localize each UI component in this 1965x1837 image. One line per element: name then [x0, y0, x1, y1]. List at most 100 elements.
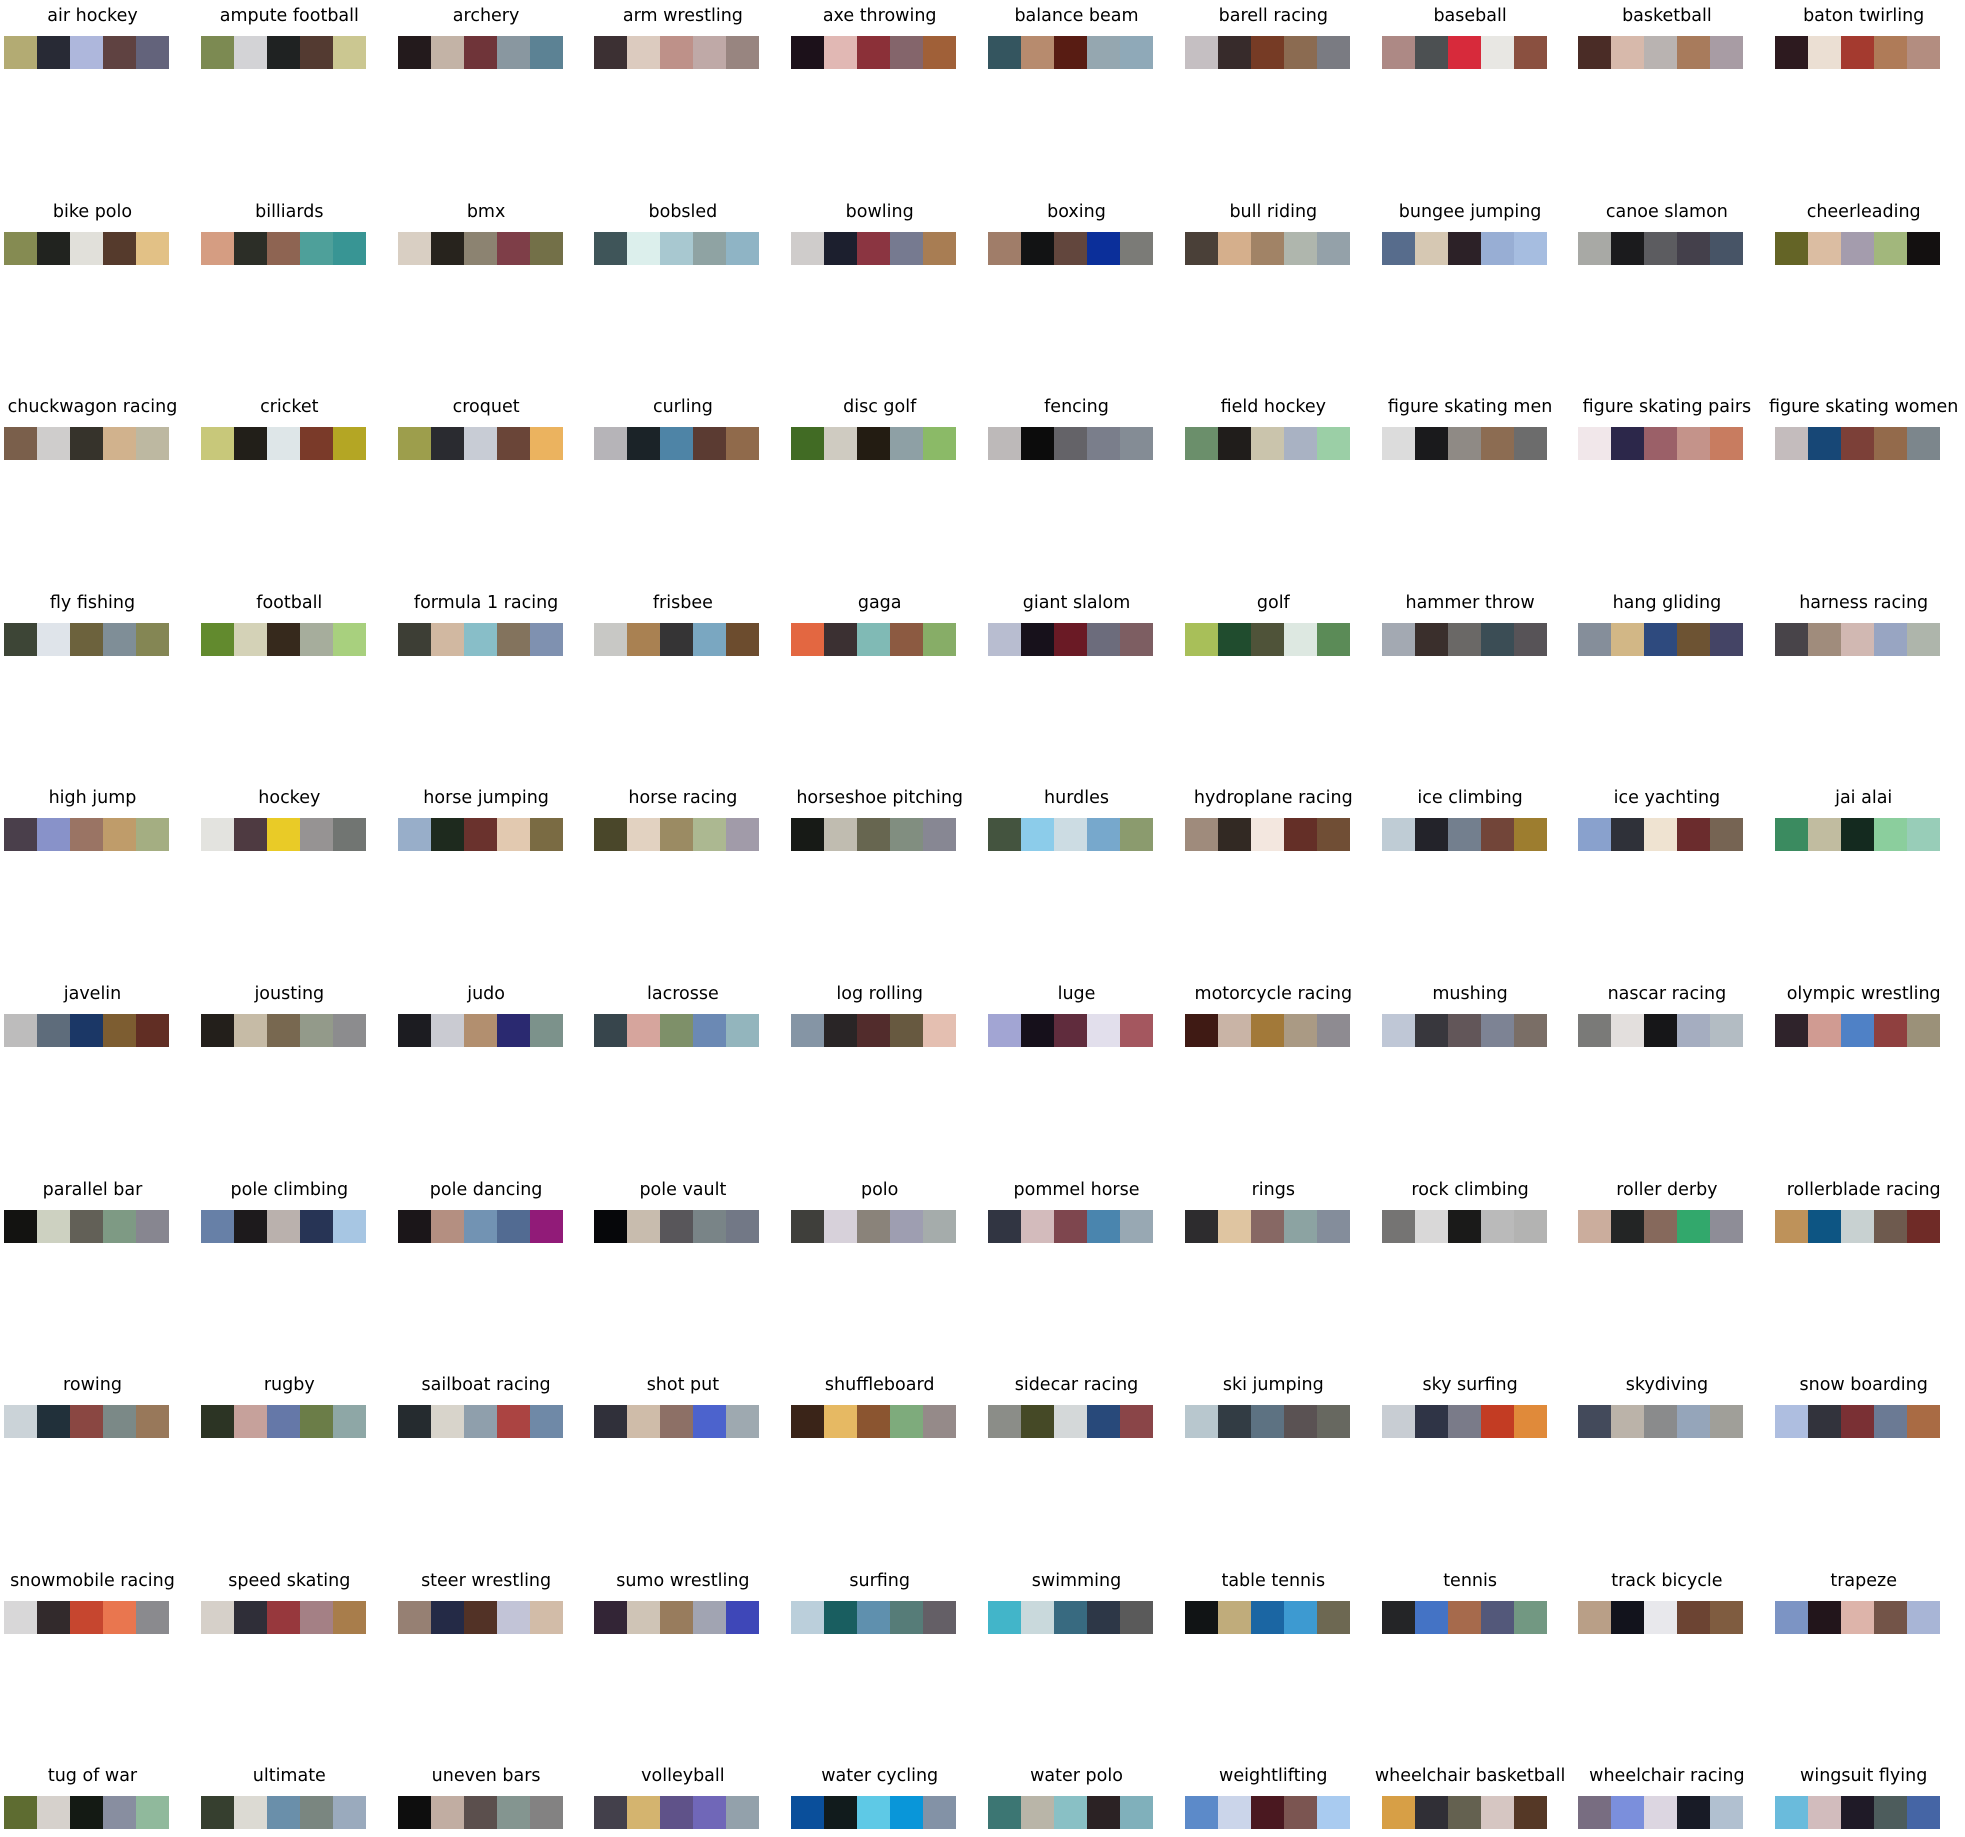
- palette-title: track bicycle: [1611, 1570, 1723, 1591]
- palette-title: hurdles: [1044, 788, 1109, 809]
- color-swatch: [136, 622, 169, 656]
- color-swatch: [1120, 1796, 1153, 1830]
- palette-title: log rolling: [836, 984, 923, 1004]
- color-swatch: [397, 1796, 431, 1830]
- color-swatch: [529, 1405, 563, 1439]
- color-swatch: [726, 818, 760, 852]
- color-swatch: [496, 1600, 530, 1634]
- color-swatch: [693, 1796, 727, 1830]
- palette-title: nascar racing: [1607, 984, 1727, 1004]
- color-swatch: [397, 427, 431, 461]
- palette-swatches: [4, 1600, 169, 1634]
- color-swatch: [1054, 1405, 1087, 1439]
- palette-title: baseball: [1433, 6, 1507, 26]
- color-swatch: [1841, 231, 1875, 265]
- color-swatch: [1578, 1405, 1612, 1439]
- color-swatch: [430, 1209, 464, 1243]
- color-swatch: [200, 36, 234, 69]
- color-swatch: [103, 622, 136, 656]
- color-swatch: [1578, 818, 1612, 852]
- color-swatch: [1414, 231, 1448, 265]
- color-swatch: [266, 1405, 300, 1439]
- palette-panel: hurdles: [978, 787, 1175, 852]
- color-swatch: [463, 36, 497, 69]
- palette-panel: horse jumping: [388, 787, 585, 852]
- color-swatch: [1513, 622, 1547, 656]
- color-swatch: [70, 231, 103, 265]
- color-swatch: [1381, 1796, 1415, 1830]
- palette-panel: jousting: [191, 983, 388, 1047]
- color-swatch: [1907, 622, 1941, 656]
- color-swatch: [627, 1796, 661, 1830]
- color-swatch: [988, 1209, 1021, 1243]
- color-swatch: [1120, 1405, 1153, 1439]
- palette-title: table tennis: [1221, 1570, 1326, 1591]
- color-swatch: [726, 427, 760, 461]
- color-swatch: [1677, 36, 1711, 69]
- color-swatch: [266, 231, 300, 265]
- color-swatch: [726, 1600, 760, 1634]
- palette-title: parallel bar: [42, 1179, 143, 1200]
- color-swatch: [923, 1600, 957, 1634]
- color-swatch: [1087, 818, 1120, 852]
- color-swatch: [496, 622, 530, 656]
- color-swatch: [857, 1405, 891, 1439]
- palette-swatches: [397, 1600, 563, 1634]
- palette-panel: boxing: [978, 201, 1175, 265]
- color-swatch: [529, 1209, 563, 1243]
- color-swatch: [1250, 1014, 1284, 1047]
- palette-title: hydroplane racing: [1193, 788, 1353, 809]
- palette-panel: high jump: [0, 787, 191, 852]
- color-swatch: [496, 1209, 530, 1243]
- palette-swatches: [1578, 231, 1744, 265]
- color-swatch: [1808, 818, 1842, 852]
- color-swatch: [791, 1209, 825, 1243]
- color-swatch: [37, 1600, 70, 1634]
- color-swatch: [1808, 1014, 1842, 1047]
- color-swatch: [463, 1600, 497, 1634]
- palette-panel: field hockey: [1175, 396, 1372, 461]
- color-swatch: [233, 1014, 267, 1047]
- palette-panel: pole climbing: [191, 1179, 388, 1243]
- color-swatch: [430, 427, 464, 461]
- color-swatch: [1644, 36, 1678, 69]
- color-swatch: [857, 1600, 891, 1634]
- color-swatch: [1611, 427, 1645, 461]
- color-swatch: [332, 1014, 366, 1047]
- color-swatch: [988, 818, 1021, 852]
- palette-title: wingsuit flying: [1800, 1766, 1928, 1787]
- color-swatch: [1480, 1209, 1514, 1243]
- color-swatch: [890, 1405, 924, 1439]
- color-swatch: [70, 1209, 103, 1243]
- color-swatch: [890, 1796, 924, 1830]
- color-swatch: [1644, 1796, 1678, 1830]
- palette-swatches: [1381, 1600, 1547, 1634]
- color-swatch: [1120, 1600, 1153, 1634]
- color-swatch: [4, 36, 37, 69]
- color-swatch: [70, 622, 103, 656]
- color-swatch: [1217, 36, 1251, 69]
- color-swatch: [430, 1796, 464, 1830]
- palette-panel: ski jumping: [1175, 1374, 1372, 1439]
- color-swatch: [496, 427, 530, 461]
- palette-swatches: [988, 1014, 1153, 1047]
- color-swatch: [1250, 1405, 1284, 1439]
- color-swatch: [1447, 1209, 1481, 1243]
- palette-swatches: [988, 231, 1153, 265]
- palette-title: arm wrestling: [622, 6, 743, 26]
- color-swatch: [726, 36, 760, 69]
- palette-panel: bobsled: [584, 201, 781, 265]
- palette-swatches: [988, 622, 1153, 656]
- color-swatch: [1841, 1209, 1875, 1243]
- palette-panel: rock climbing: [1372, 1179, 1569, 1243]
- color-swatch: [1054, 36, 1087, 69]
- palette-swatches: [200, 36, 366, 69]
- palette-title: croquet: [452, 397, 520, 418]
- color-swatch: [1775, 1209, 1809, 1243]
- color-swatch: [1217, 1405, 1251, 1439]
- color-swatch: [594, 818, 628, 852]
- palette-panel: canoe slamon: [1568, 201, 1765, 265]
- color-swatch: [266, 1014, 300, 1047]
- palette-swatches: [1381, 1209, 1547, 1243]
- palette-title: bmx: [466, 201, 506, 222]
